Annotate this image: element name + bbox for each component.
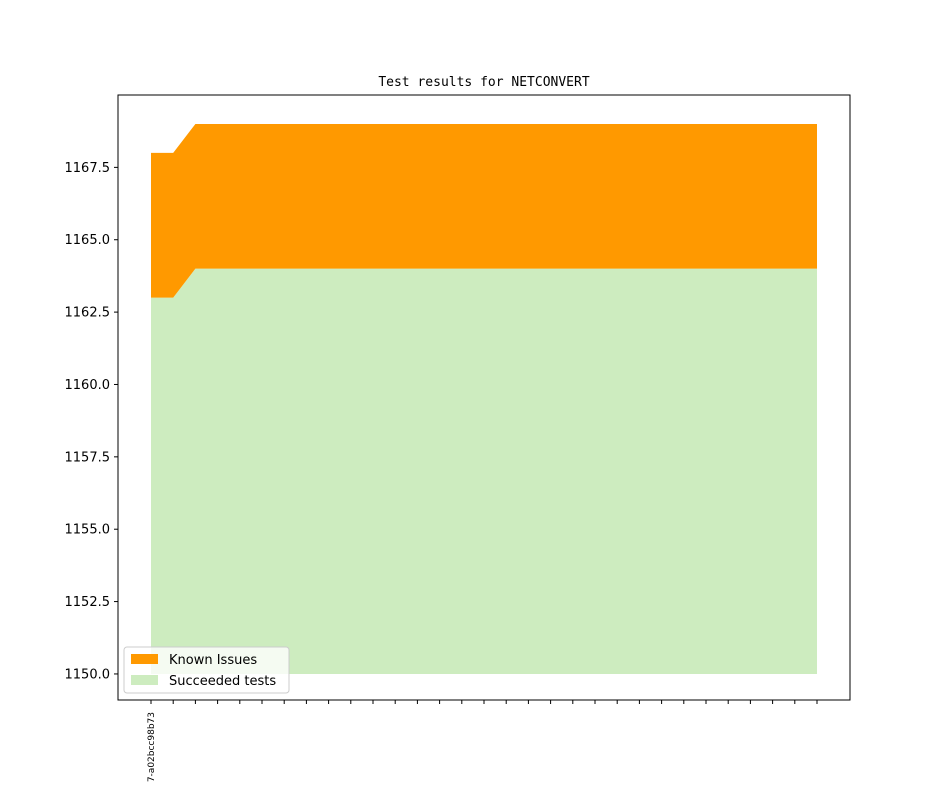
x-axis: 7-a02bcc98b73 (147, 700, 818, 782)
legend-label-known-issues: Known Issues (169, 653, 257, 668)
y-tick-label: 1155.0 (65, 523, 111, 538)
area-succeeded-tests (151, 268, 817, 674)
y-tick-label: 1152.5 (65, 595, 111, 610)
y-tick-label: 1150.0 (65, 667, 111, 682)
x-tick-label: 7-a02bcc98b73 (147, 712, 157, 782)
legend-label-succeeded-tests: Succeeded tests (169, 674, 276, 689)
legend-swatch-known-issues (131, 654, 158, 664)
chart-title: Test results for NETCONVERT (378, 75, 589, 90)
legend-box (123, 646, 290, 694)
y-tick-label: 1162.5 (65, 306, 111, 321)
y-tick-label: 1157.5 (65, 450, 111, 465)
area-known-issues (151, 123, 817, 298)
y-tick-label: 1165.0 (65, 233, 111, 248)
y-axis: 1150.0 1152.5 1155.0 1157.5 1160.0 1162.5 1165… (65, 161, 118, 682)
plot-areas (151, 123, 817, 674)
legend: Known Issues Succeeded tests (123, 646, 290, 694)
legend-swatch-succeeded-tests (131, 675, 158, 685)
y-tick-label: 1160.0 (65, 378, 111, 393)
y-tick-label: 1167.5 (65, 161, 111, 176)
